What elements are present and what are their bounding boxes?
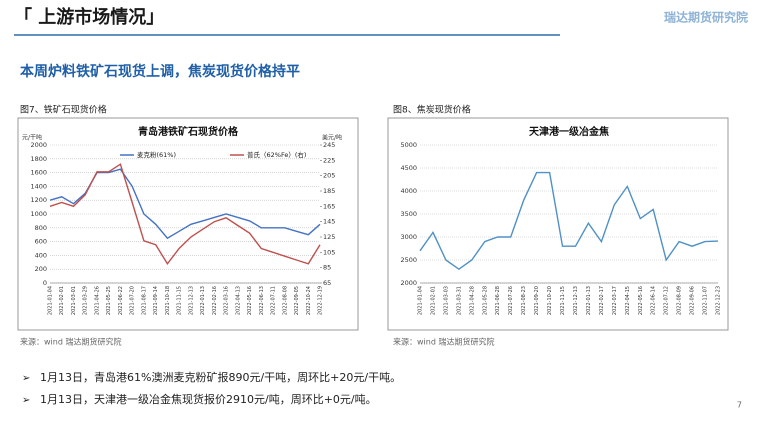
x-tick-label: 2021-08-17	[141, 286, 147, 315]
header-title: 「 上游市场情况」	[14, 6, 164, 28]
y-tick-label: 2000	[400, 279, 417, 287]
y2-tick-label: 125	[323, 233, 335, 241]
x-tick-label: 2021-07-26	[508, 286, 514, 315]
page-number: 7	[737, 401, 742, 410]
figure-caption: 图8、焦炭现货价格	[393, 104, 471, 116]
x-tick-label: 2021-06-22	[118, 286, 124, 315]
y-tick-label: 200	[35, 265, 47, 273]
bullet: 1月13日，天津港一级冶金焦现货报价2910元/吨，周环比+0元/吨。	[40, 392, 377, 406]
y-tick-label: 1800	[30, 155, 47, 163]
x-tick-label: 2021-04-28	[469, 286, 475, 315]
x-tick-label: 2022-02-16	[212, 286, 218, 315]
x-tick-label: 2021-09-14	[153, 286, 159, 315]
x-tick-label: 2022-04-13	[235, 286, 241, 315]
source: 来源：wind 瑞达期货研究院	[393, 337, 494, 347]
figure-caption: 图7、铁矿石现货价格	[20, 104, 107, 116]
y2-tick-label: 65	[323, 279, 331, 287]
y-tick-label: 1600	[30, 169, 47, 177]
legend-label: 普氏（62%Fe）(右)	[247, 150, 306, 159]
x-tick-label: 2021-02-01	[59, 286, 65, 315]
x-tick-label: 2021-11-15	[560, 286, 566, 315]
logo: 瑞达期货研究院	[664, 10, 748, 25]
y-tick-label: 2000	[30, 141, 47, 149]
chart-title: 天津港一级冶金焦	[529, 125, 609, 138]
x-tick-label: 2022-05-16	[247, 286, 253, 315]
x-tick-label: 2022-08-09	[677, 286, 683, 315]
x-tick-label: 2022-06-14	[651, 286, 657, 315]
y2-tick-label: 185	[323, 187, 335, 195]
y2-tick-label: 205	[323, 172, 335, 180]
x-tick-label: 2021-05-28	[482, 286, 488, 315]
x-tick-label: 2021-03-03	[443, 286, 449, 315]
x-tick-label: 2021-07-20	[130, 286, 136, 315]
x-tick-label: 2022-12-19	[318, 286, 324, 315]
y-tick-label: 4000	[400, 187, 417, 195]
x-tick-label: 2021-12-13	[188, 286, 194, 315]
y-tick-label: 5000	[400, 141, 417, 149]
x-tick-label: 2022-02-17	[599, 286, 605, 315]
y-tick-label: 4500	[400, 164, 417, 172]
line-series	[49, 163, 321, 266]
chart-frame	[387, 117, 729, 331]
x-tick-label: 2022-09-05	[294, 286, 300, 315]
x-tick-label: 2022-03-16	[224, 286, 230, 315]
x-tick-label: 2021-03-29	[83, 286, 89, 315]
x-tick-label: 2022-05-16	[638, 286, 644, 315]
x-tick-label: 2021-04-26	[94, 286, 100, 315]
x-tick-label: 2021-03-01	[71, 286, 77, 315]
x-tick-label: 2021-08-23	[521, 286, 527, 315]
x-tick-label: 2021-05-25	[106, 286, 112, 315]
y2-tick-label: 145	[323, 218, 335, 226]
x-tick-label: 2022-01-13	[200, 286, 206, 315]
x-tick-label: 2022-01-13	[586, 286, 592, 315]
x-tick-label: 2021-10-20	[547, 286, 553, 315]
x-tick-label: 2022-07-12	[664, 286, 670, 315]
subtitle: 本周炉料铁矿石现货上调，焦炭现货价格持平	[20, 63, 300, 80]
bullet-marker: ➢	[22, 373, 30, 384]
chart-frame	[17, 117, 359, 331]
y-tick-label: 2500	[400, 256, 417, 264]
y-tick-label: 1000	[30, 210, 47, 218]
x-tick-label: 2021-02-01	[430, 286, 436, 315]
x-tick-label: 2021-10-18	[165, 286, 171, 315]
x-tick-label: 2021-01-04	[48, 286, 54, 315]
y2-tick-label: 105	[323, 248, 335, 256]
x-tick-label: 2022-12-23	[716, 286, 722, 315]
x-tick-label: 2022-10-24	[306, 286, 312, 315]
x-tick-label: 2022-06-13	[259, 286, 265, 315]
x-tick-label: 2021-09-20	[534, 286, 540, 315]
y-tick-label: 3500	[400, 210, 417, 218]
bullet: 1月13日，青岛港61%澳洲麦克粉矿报890元/干吨，周环比+20元/干吨。	[40, 370, 401, 384]
x-tick-label: 2022-04-15	[625, 286, 631, 315]
y2-tick-label: 165	[323, 202, 335, 210]
bullet-marker: ➢	[22, 395, 30, 406]
y2-tick-label: 245	[323, 141, 335, 149]
y-tick-label: 1400	[30, 182, 47, 190]
x-tick-label: 2021-12-13	[573, 286, 579, 315]
chart-title: 青岛港铁矿石现货价格	[138, 125, 239, 138]
x-tick-label: 2021-01-04	[418, 286, 424, 315]
x-tick-label: 2022-07-11	[271, 286, 277, 315]
source: 来源：wind 瑞达期货研究院	[20, 337, 121, 347]
legend-label: 麦克粉(61%)	[137, 150, 176, 159]
x-tick-label: 2021-06-28	[495, 286, 501, 315]
y-tick-label: 400	[35, 251, 47, 259]
y-tick-label: 1200	[30, 196, 47, 204]
x-tick-label: 2022-03-17	[612, 286, 618, 315]
y-tick-label: 0	[43, 279, 47, 287]
x-tick-label: 2022-11-07	[703, 286, 709, 315]
y-tick-label: 3000	[400, 233, 417, 241]
y2-tick-label: 225	[323, 156, 335, 164]
y-axis-label: 元/干吨	[22, 134, 42, 142]
y-tick-label: 600	[35, 238, 47, 246]
y2-axis-label: 美元/吨	[322, 134, 342, 142]
y-tick-label: 800	[35, 224, 47, 232]
x-tick-label: 2022-09-06	[690, 286, 696, 315]
y2-tick-label: 85	[323, 264, 331, 272]
line-series	[419, 171, 719, 271]
x-tick-label: 2021-11-15	[177, 286, 183, 315]
x-tick-label: 2021-03-31	[456, 286, 462, 315]
x-tick-label: 2022-08-08	[282, 286, 288, 315]
